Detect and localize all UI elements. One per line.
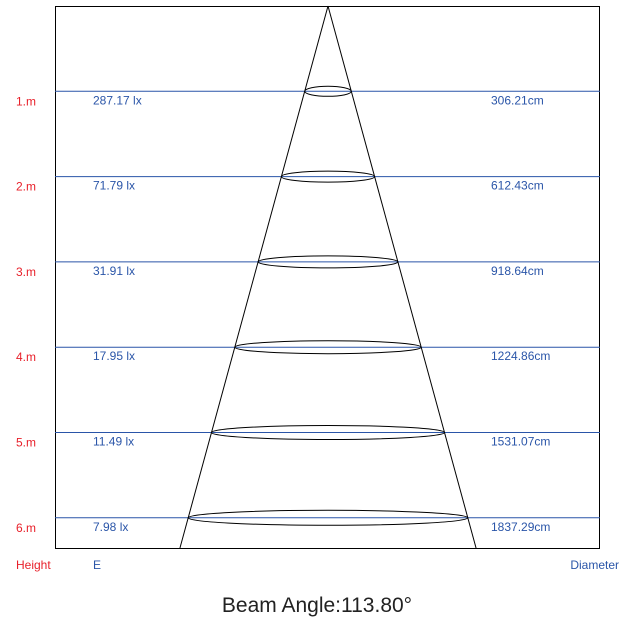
beam-angle-caption: Beam Angle:113.80° bbox=[222, 594, 412, 617]
illuminance-label: 11.49 lx bbox=[93, 435, 134, 449]
height-label: 5.m bbox=[16, 436, 36, 450]
diameter-label: 1837.29cm bbox=[491, 520, 550, 534]
cone-edge-left bbox=[179, 5, 329, 549]
height-label: 2.m bbox=[16, 180, 36, 194]
beam-cone bbox=[179, 5, 477, 549]
diameter-axis-label: Diameter bbox=[570, 558, 619, 572]
illuminance-label: 7.98 lx bbox=[93, 520, 128, 534]
diameter-label: 1224.86cm bbox=[491, 349, 550, 363]
illuminance-label: 17.95 lx bbox=[93, 349, 135, 363]
levels-layer: 1.m 287.17 lx 306.21cm 2.m 71.79 lx 612.43cm 3… bbox=[16, 90, 600, 535]
height-label: 6.m bbox=[16, 521, 36, 535]
illuminance-label: 287.17 lx bbox=[93, 93, 142, 107]
cone-edge-right bbox=[327, 5, 477, 549]
illuminance-label: 71.79 lx bbox=[93, 179, 135, 193]
diameter-label: 612.43cm bbox=[491, 179, 544, 193]
height-axis-label: Height bbox=[16, 558, 51, 572]
illuminance-axis-label: E bbox=[93, 558, 101, 572]
height-label: 4.m bbox=[16, 350, 36, 364]
diameter-label: 306.21cm bbox=[491, 93, 544, 107]
illuminance-label: 31.91 lx bbox=[93, 264, 135, 278]
height-label: 1.m bbox=[16, 94, 36, 108]
diameter-label: 1531.07cm bbox=[491, 435, 550, 449]
height-label: 3.m bbox=[16, 265, 36, 279]
diameter-label: 918.64cm bbox=[491, 264, 544, 278]
